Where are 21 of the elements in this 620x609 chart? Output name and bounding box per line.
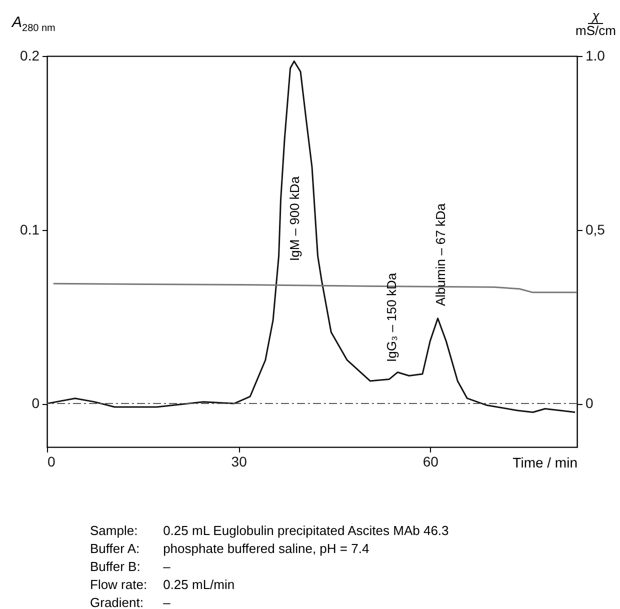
annotation: IgG₃ – 150 kDa [384,272,399,362]
text: Buffer A: phosphate buffered saline, pH = 7.4 [90,541,370,556]
line-series [46,60,576,413]
y2-tick-label: 0,5 [586,221,606,238]
text: Buffer B: – [90,559,170,574]
annotation: Albumin – 67 kDa [433,203,448,306]
y-tick-label: 0.1 [20,221,40,238]
text: Flow rate: 0.25 mL/min [90,577,235,592]
x-tick-label: 60 [422,454,439,470]
y2-axis-title: χ mS/cm [576,8,616,38]
y2-tick-label: 1.0 [586,48,606,64]
y-tick-label: 0 [32,395,40,412]
x-tick-label: 0 [48,454,56,470]
y2-tick-label: 0 [586,395,594,412]
y-axis-title: A$_{280 nm}$ [12,14,56,34]
x-tick-label: 30 [231,454,248,470]
text: Sample: 0.25 mL Euglobulin precipitated Ascites MAb 46.3 [90,523,449,538]
y-tick-label: 0.2 [20,48,40,64]
annotation: IgM – 900 kDa [287,176,302,261]
x-axis-title: Time / min [512,454,578,470]
text: Gradient: – [90,595,170,609]
